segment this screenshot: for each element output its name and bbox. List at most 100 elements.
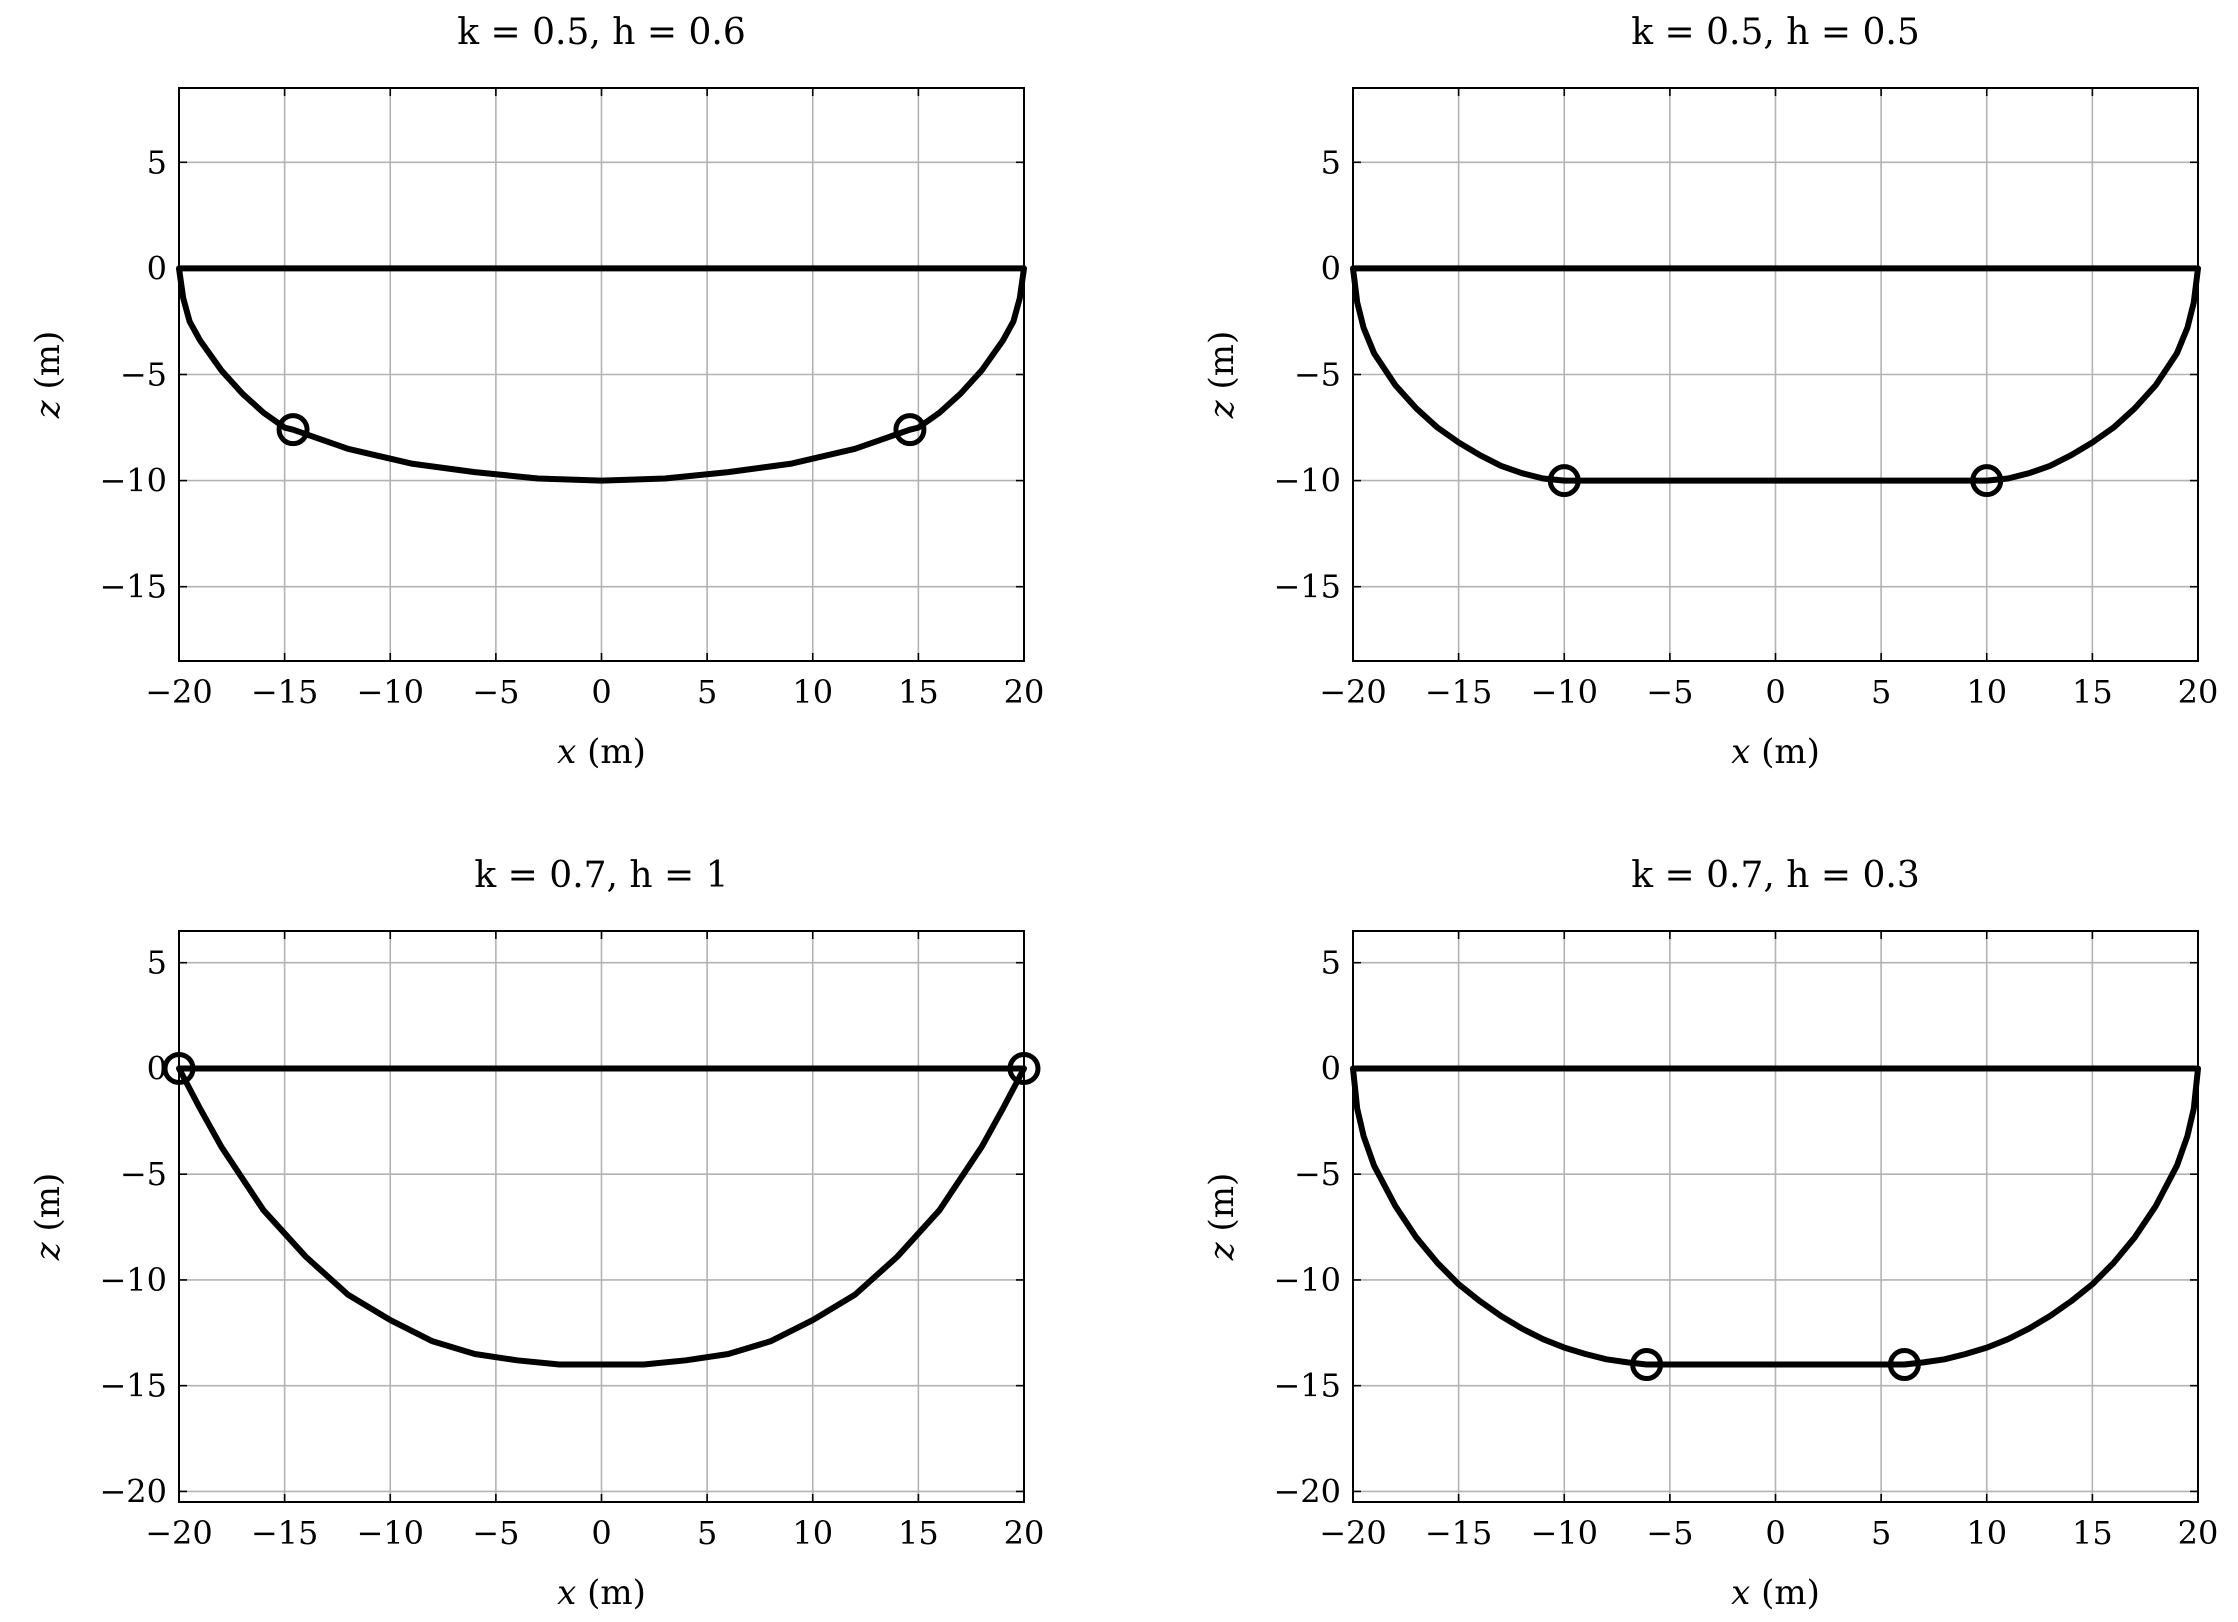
x-tick-label: −5 [472, 1514, 519, 1552]
x-tick-label: 15 [2072, 673, 2113, 711]
y-tick-label: 0 [147, 249, 167, 287]
x-tick-label: 10 [792, 673, 833, 711]
circle-marker [276, 413, 310, 447]
chart-title: k = 0.7, h = 1 [474, 855, 728, 896]
x-tick-label: −15 [251, 1514, 319, 1552]
x-axis-unit: (m) [1750, 732, 1820, 772]
y-axis-variable: z [1202, 399, 1242, 419]
x-tick-label: −15 [251, 673, 319, 711]
x-tick-label: 15 [898, 673, 939, 711]
y-tick-label: −15 [1273, 568, 1341, 606]
x-axis-label: x (m) [1731, 1573, 1820, 1613]
x-tick-label: 0 [1765, 673, 1785, 711]
plot-frame [1352, 87, 2199, 662]
x-tick-label: 5 [1871, 673, 1891, 711]
x-tick-label: 0 [591, 1514, 611, 1552]
x-tick-label: 5 [697, 673, 717, 711]
y-tick-label: 5 [1321, 944, 1341, 982]
x-tick-label: −20 [145, 1514, 213, 1552]
x-tick-label: 20 [1004, 1514, 1045, 1552]
x-axis-unit: (m) [576, 1573, 646, 1613]
x-tick-label: 20 [1004, 673, 1045, 711]
y-tick-label: −5 [1294, 1155, 1341, 1193]
chart-title: k = 0.5, h = 0.5 [1631, 12, 1920, 53]
y-axis-label: z (m) [1202, 331, 1242, 420]
x-tick-label: 10 [792, 1514, 833, 1552]
y-tick-label: −20 [1273, 1472, 1341, 1510]
x-tick-label: −10 [1530, 673, 1598, 711]
x-tick-label: 20 [2178, 1514, 2219, 1552]
y-tick-label: −20 [99, 1472, 167, 1510]
y-tick-label: −10 [99, 1261, 167, 1299]
y-tick-label: 0 [147, 1049, 167, 1087]
y-tick-label: 0 [1321, 249, 1341, 287]
y-tick-label: −5 [1294, 356, 1341, 394]
chart-panel-3: −20 −15 −10 −5 0 5 10 15 20 5 0 −5 −10 −15 −20 k = 0.7,… [28, 855, 1044, 1613]
y-tick-label: −15 [99, 568, 167, 606]
chart-panel-2: −20 −15 −10 −5 0 5 10 15 20 5 0 −5 −10 −15 k = 0.5, h … [1202, 12, 2218, 772]
x-tick-label: −5 [472, 673, 519, 711]
y-axis-label: z (m) [28, 1173, 68, 1262]
circle-marker [1970, 464, 2004, 498]
circle-marker [1547, 464, 1581, 498]
y-axis-variable: z [1202, 1241, 1242, 1261]
circle-marker [1887, 1348, 1921, 1382]
y-tick-label: −15 [99, 1367, 167, 1405]
y-tick-label: −10 [1273, 462, 1341, 500]
y-tick-label: 5 [147, 143, 167, 181]
x-axis-variable: x [1731, 732, 1750, 772]
x-axis-unit: (m) [1750, 1573, 1820, 1613]
y-tick-label: −10 [1273, 1261, 1341, 1299]
x-axis-variable: x [557, 732, 576, 772]
x-tick-label: −5 [1646, 1514, 1693, 1552]
y-axis-label: z (m) [1202, 1173, 1242, 1262]
chart-panel-4: −20 −15 −10 −5 0 5 10 15 20 5 0 −5 −10 −15 −20 k = 0.7,… [1202, 855, 2218, 1613]
x-tick-label: 10 [1966, 1514, 2007, 1552]
x-tick-label: −20 [145, 673, 213, 711]
y-tick-label: 0 [1321, 1049, 1341, 1087]
x-tick-label: −20 [1319, 1514, 1387, 1552]
chart-title: k = 0.7, h = 0.3 [1631, 855, 1920, 896]
y-tick-label: −10 [99, 462, 167, 500]
x-tick-label: −15 [1425, 1514, 1493, 1552]
y-axis-unit: (m) [28, 331, 68, 401]
x-tick-label: 10 [1966, 673, 2007, 711]
y-axis-variable: z [28, 1241, 68, 1261]
chart-title: k = 0.5, h = 0.6 [457, 12, 746, 53]
x-tick-label: −5 [1646, 673, 1693, 711]
x-tick-label: 15 [2072, 1514, 2113, 1552]
y-tick-label: −15 [1273, 1367, 1341, 1405]
plot-frame [1352, 930, 2199, 1503]
data-curve [176, 265, 1027, 484]
circle-marker [1630, 1348, 1664, 1382]
plot-frame [178, 87, 1025, 662]
x-tick-label: 0 [1765, 1514, 1785, 1552]
circle-marker [893, 413, 927, 447]
x-tick-label: 0 [591, 673, 611, 711]
y-axis-unit: (m) [1202, 331, 1242, 401]
y-tick-label: 5 [147, 944, 167, 982]
x-tick-label: −10 [1530, 1514, 1598, 1552]
y-tick-label: −5 [120, 1155, 167, 1193]
y-axis-unit: (m) [28, 1173, 68, 1243]
y-axis-variable: z [28, 399, 68, 419]
data-curve [1350, 1065, 2201, 1368]
plot-frame [178, 930, 1025, 1503]
x-tick-label: 5 [697, 1514, 717, 1552]
x-tick-label: −10 [356, 673, 424, 711]
x-tick-label: −15 [1425, 673, 1493, 711]
y-axis-label: z (m) [28, 331, 68, 420]
x-axis-label: x (m) [1731, 732, 1820, 772]
y-axis-unit: (m) [1202, 1173, 1242, 1243]
x-axis-label: x (m) [557, 732, 646, 772]
x-tick-label: 15 [898, 1514, 939, 1552]
x-tick-label: 5 [1871, 1514, 1891, 1552]
x-tick-label: 20 [2178, 673, 2219, 711]
x-tick-label: −10 [356, 1514, 424, 1552]
y-tick-label: 5 [1321, 143, 1341, 181]
data-curve [1350, 265, 2201, 484]
x-axis-variable: x [557, 1573, 576, 1613]
y-tick-label: −5 [120, 356, 167, 394]
chart-panel-1: −20 −15 −10 −5 0 5 10 15 20 5 0 −5 −10 −15 k = 0.5, h … [28, 12, 1044, 772]
